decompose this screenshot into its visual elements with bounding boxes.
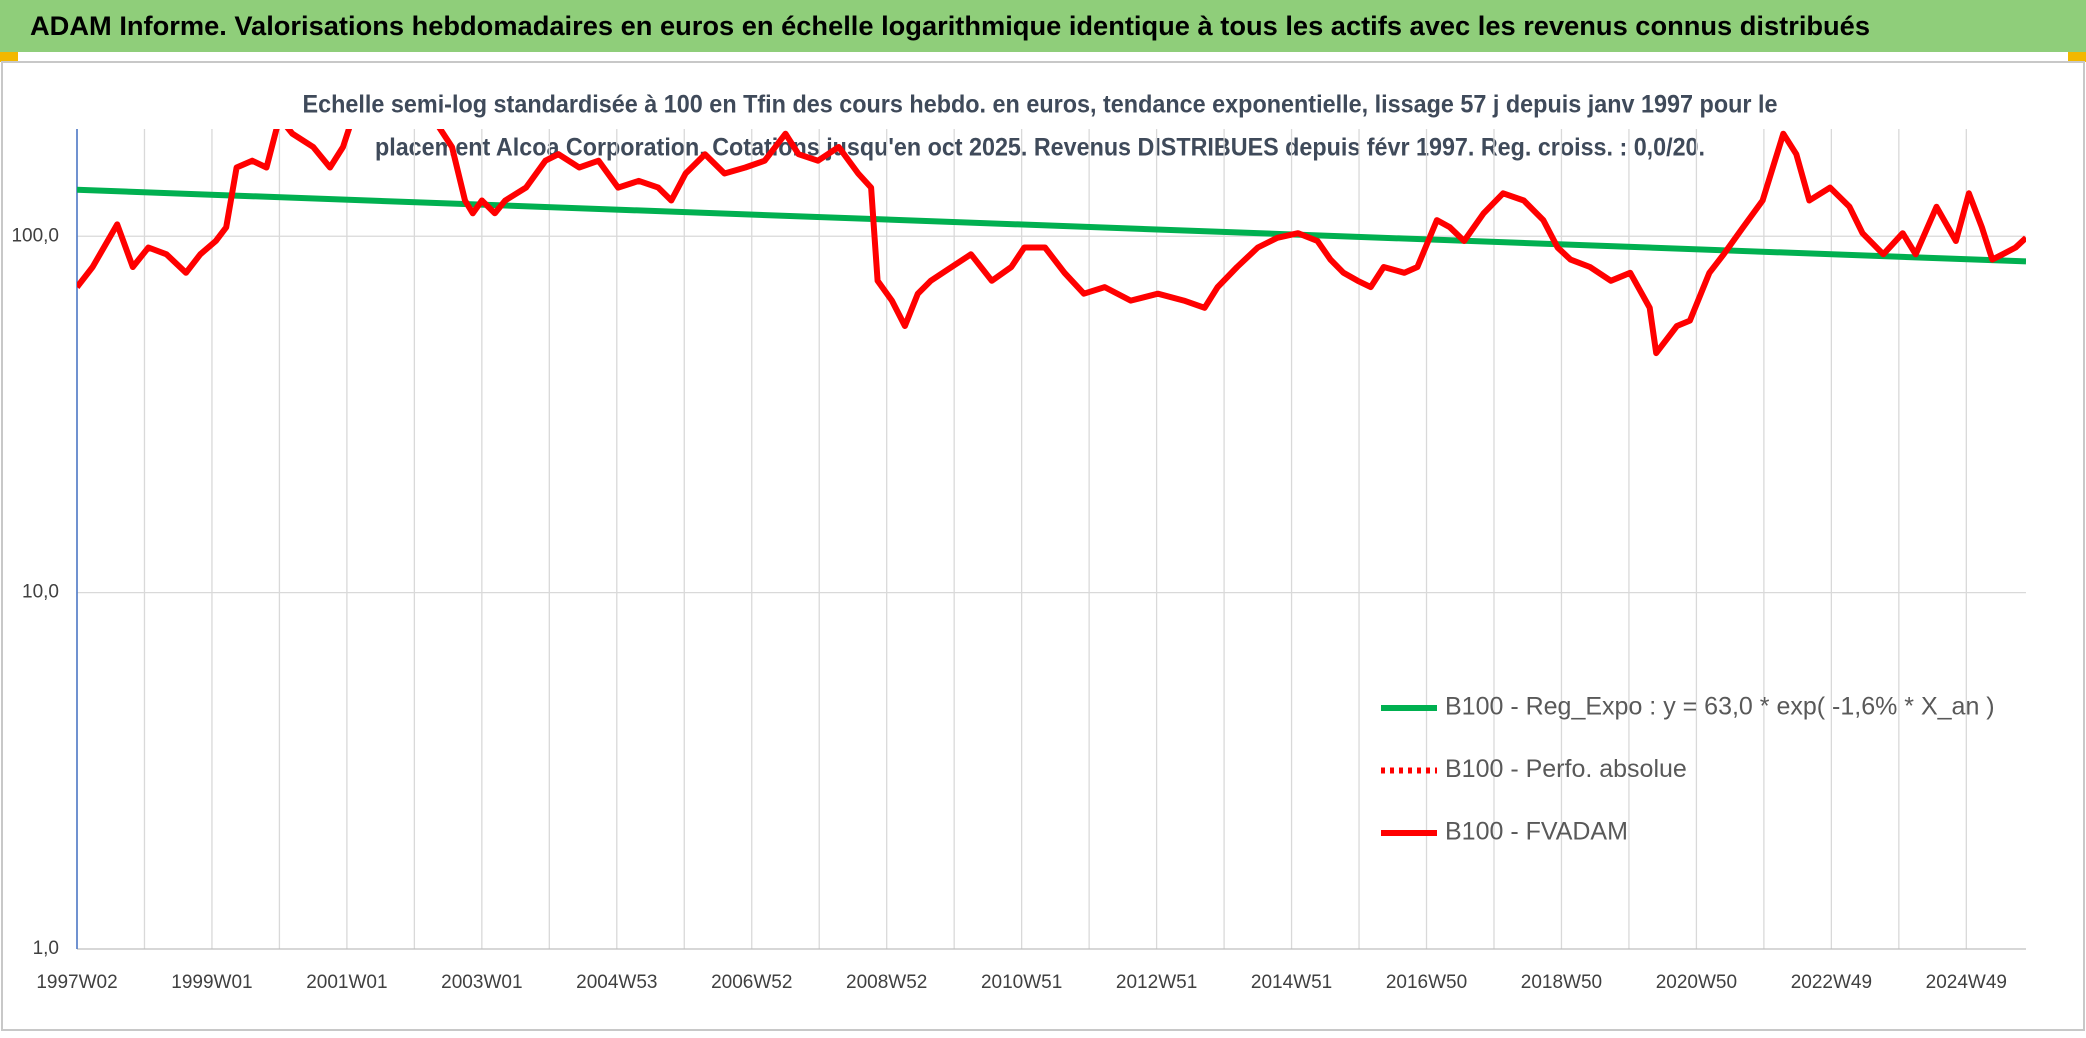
x-tick-label: 2022W49 bbox=[1791, 972, 1872, 993]
x-tick-label: 2014W51 bbox=[1251, 972, 1332, 993]
corner-mark bbox=[0, 52, 18, 62]
x-tick-label: 2012W51 bbox=[1116, 972, 1197, 993]
chart-subtitle: placement Alcoa Corporation. Cotations j… bbox=[375, 134, 1705, 162]
y-tick-label: 100,0 bbox=[11, 225, 59, 246]
legend-label: B100 - Reg_Expo : y = 63,0 * exp( -1,6% … bbox=[1445, 693, 1995, 721]
x-tick-label: 2003W01 bbox=[441, 972, 522, 993]
x-tick-label: 1999W01 bbox=[171, 972, 252, 993]
x-tick-label: 2010W51 bbox=[981, 972, 1062, 993]
series-line bbox=[77, 129, 2026, 357]
corner-mark bbox=[2068, 52, 2086, 62]
chart-title: ADAM Informe. Valorisations hebdomadaire… bbox=[30, 11, 1870, 41]
legend-label: B100 - Perfo. absolue bbox=[1445, 755, 1687, 783]
y-tick-label: 10,0 bbox=[22, 582, 59, 603]
x-tick-label: 2001W01 bbox=[306, 972, 387, 993]
x-tick-label: 2004W53 bbox=[576, 972, 657, 993]
x-tick-label: 2018W50 bbox=[1521, 972, 1602, 993]
x-tick-label: 2020W50 bbox=[1656, 972, 1737, 993]
legend-label: B100 - FVADAM bbox=[1445, 818, 1628, 846]
series-group bbox=[77, 129, 2026, 357]
x-tick-label: 2024W49 bbox=[1926, 972, 2007, 993]
x-tick-label: 2016W50 bbox=[1386, 972, 1467, 993]
header-band bbox=[0, 0, 2086, 52]
chart-subtitle: Echelle semi-log standardisée à 100 en T… bbox=[303, 91, 1778, 119]
panel-border bbox=[1, 61, 2085, 1031]
series-line bbox=[77, 186, 2026, 265]
x-tick-label: 2006W52 bbox=[711, 972, 792, 993]
y-tick-label: 1,0 bbox=[33, 938, 59, 959]
x-tick-label: 1997W02 bbox=[36, 972, 117, 993]
x-tick-label: 2008W52 bbox=[846, 972, 927, 993]
